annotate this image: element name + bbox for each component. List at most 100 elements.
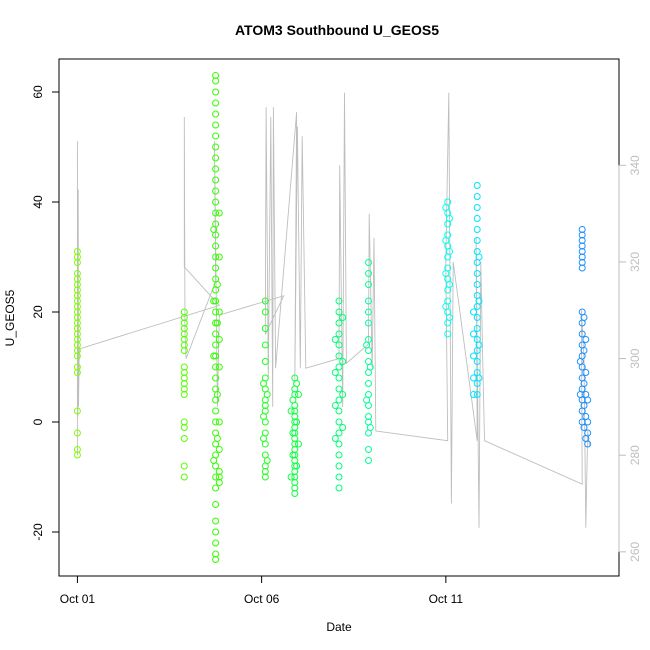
data-point: [365, 446, 372, 453]
data-point: [473, 391, 481, 398]
x-tick-label: Oct 11: [429, 592, 464, 606]
data-point: [475, 297, 483, 305]
series-1: [180, 308, 188, 481]
data-point: [446, 281, 453, 288]
data-point: [73, 314, 81, 321]
data-point: [212, 187, 220, 195]
points-layer: [73, 72, 592, 563]
y-right-tick-label: 280: [628, 445, 642, 465]
data-point: [295, 391, 302, 398]
data-point: [366, 363, 374, 371]
data-point: [335, 484, 343, 492]
data-point: [339, 358, 347, 365]
series-9: [576, 226, 592, 448]
data-point: [212, 501, 220, 508]
data-point: [335, 385, 343, 393]
data-point: [212, 209, 220, 217]
y-right-tick-label: 320: [628, 252, 642, 272]
data-point: [335, 363, 343, 371]
data-point: [212, 121, 220, 129]
data-point: [73, 275, 81, 283]
series-4: [287, 374, 302, 497]
data-point: [365, 380, 372, 387]
data-point: [293, 418, 301, 426]
data-point: [212, 253, 220, 261]
series-2: [210, 72, 223, 563]
data-point: [212, 363, 220, 371]
data-point: [261, 341, 269, 349]
data-point: [363, 341, 371, 349]
y-tick-label: 40: [31, 195, 45, 209]
data-point: [73, 407, 81, 415]
data-point: [578, 330, 586, 338]
data-point: [212, 418, 220, 426]
data-point: [446, 215, 453, 222]
data-point: [442, 270, 450, 277]
data-point: [335, 374, 343, 382]
x-tick-label: Oct 06: [244, 592, 280, 606]
data-point: [261, 297, 269, 305]
data-point: [580, 424, 588, 431]
data-point: [73, 451, 81, 459]
data-point: [212, 330, 220, 338]
data-point: [180, 391, 188, 398]
data-point: [335, 418, 343, 426]
data-point: [73, 325, 81, 332]
data-point: [289, 429, 297, 437]
data-point: [260, 435, 267, 442]
data-point: [213, 435, 221, 442]
data-point: [261, 308, 269, 316]
chart-title: ATOM3 Southbound U_GEOS5: [235, 22, 439, 38]
y-right-tick-label: 340: [628, 155, 642, 175]
y-right-tick-label: 260: [628, 541, 642, 561]
y-tick-label: -20: [31, 523, 45, 541]
data-point: [180, 330, 188, 338]
data-point: [260, 413, 267, 420]
data-point: [339, 314, 347, 321]
data-point: [73, 336, 81, 343]
data-point: [212, 242, 220, 250]
data-point: [261, 473, 269, 481]
series-8: [470, 182, 483, 398]
data-point: [576, 358, 584, 365]
data-point: [473, 270, 481, 277]
data-point: [446, 314, 453, 321]
data-point: [212, 198, 220, 206]
x-axis: Oct 01 Oct 06 Oct 11: [60, 575, 464, 606]
data-point: [473, 182, 481, 189]
data-point: [365, 259, 372, 266]
data-point: [73, 253, 81, 261]
data-point: [289, 396, 297, 404]
data-point: [475, 341, 483, 349]
data-point: [212, 556, 220, 563]
data-point: [363, 396, 371, 404]
data-point: [580, 314, 588, 321]
x-axis-label: Date: [326, 620, 352, 634]
data-point: [215, 479, 223, 486]
data-point: [212, 176, 220, 184]
data-point: [73, 369, 81, 376]
data-point: [73, 352, 81, 360]
data-point: [212, 407, 220, 415]
y-axis: -20 0 20 40 60: [31, 85, 60, 541]
data-point: [470, 352, 477, 360]
data-point: [475, 253, 483, 261]
data-point: [331, 435, 339, 442]
data-point: [582, 336, 590, 343]
data-point: [365, 270, 372, 277]
data-point: [470, 391, 477, 398]
data-point: [210, 226, 218, 233]
data-point: [212, 352, 220, 360]
data-point: [180, 473, 188, 481]
data-point: [212, 297, 220, 305]
data-point: [580, 347, 588, 354]
data-point: [470, 308, 477, 316]
x-tick-label: Oct 01: [60, 592, 96, 606]
data-point: [73, 429, 81, 437]
data-point: [584, 429, 592, 437]
data-point: [263, 457, 271, 464]
data-point: [331, 369, 339, 376]
data-point: [215, 446, 223, 453]
y-axis-label: U_GEOS5: [3, 289, 17, 346]
